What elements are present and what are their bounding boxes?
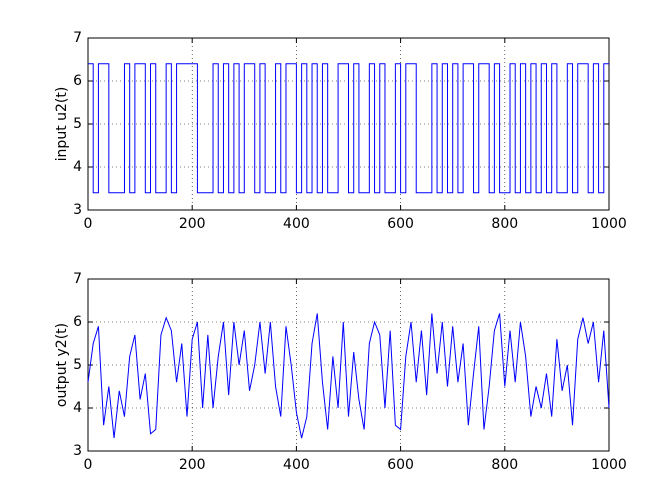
x-tick-label: 600 [387, 216, 414, 232]
x-tick-label: 1000 [591, 457, 627, 473]
x-tick-label: 200 [179, 457, 206, 473]
x-tick-label: 600 [387, 457, 414, 473]
data-line [87, 313, 610, 439]
y-tick-label: 7 [73, 30, 82, 46]
y-tick-label: 5 [73, 116, 82, 132]
y-tick-label: 4 [73, 400, 82, 416]
y-tick-label: 5 [73, 357, 82, 373]
y-axis-label: input u2(t) [54, 87, 70, 162]
y-tick-label: 7 [73, 271, 82, 287]
y-tick-label: 6 [73, 314, 82, 330]
y-tick-label: 3 [73, 443, 82, 459]
y-tick-label: 4 [73, 159, 82, 175]
y-tick-label: 6 [73, 73, 82, 89]
x-tick-label: 800 [491, 457, 518, 473]
x-tick-label: 400 [283, 457, 310, 473]
x-tick-label: 200 [179, 216, 206, 232]
y-axis-label: output y2(t) [54, 323, 70, 407]
x-tick-label: 0 [84, 457, 93, 473]
x-tick-label: 0 [84, 216, 93, 232]
x-tick-label: 800 [491, 216, 518, 232]
data-line [88, 63, 609, 194]
y-tick-label: 3 [73, 202, 82, 218]
x-tick-label: 400 [283, 216, 310, 232]
x-tick-label: 1000 [591, 216, 627, 232]
